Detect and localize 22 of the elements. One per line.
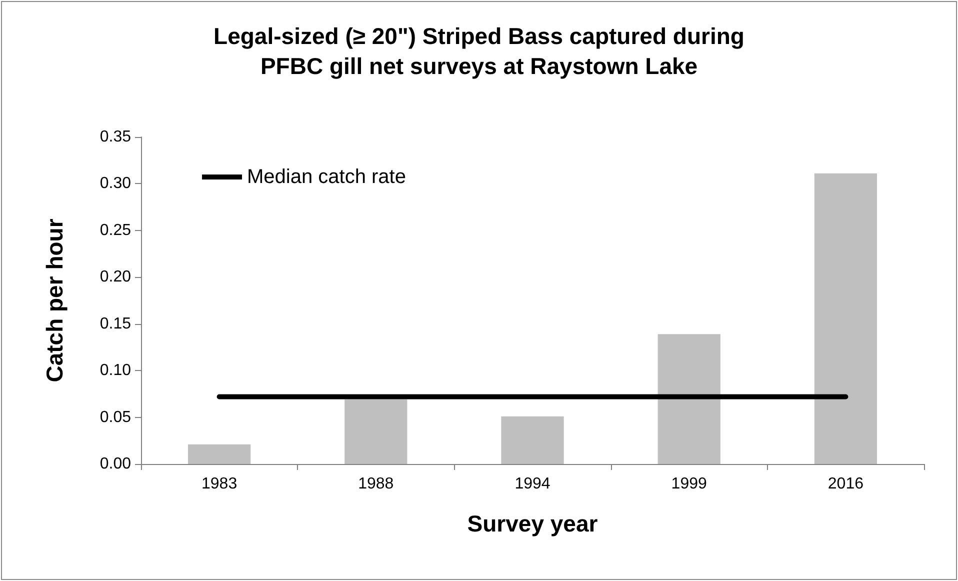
x-tick-label: 1983	[202, 476, 238, 492]
x-tick-label: 1999	[671, 476, 707, 492]
y-tick-label: 0.05	[100, 408, 132, 426]
x-axis-title: Survey year	[467, 510, 598, 536]
y-axis-title: Catch per hour	[42, 218, 68, 382]
bar	[344, 400, 408, 464]
bar	[188, 444, 251, 464]
bar	[658, 334, 720, 464]
bar	[814, 173, 878, 464]
y-tick-label: 0.10	[100, 362, 132, 380]
y-tick-label: 0.00	[100, 456, 132, 472]
y-tick-label: 0.15	[100, 315, 132, 332]
bar	[501, 416, 564, 464]
x-tick-label: 1988	[358, 476, 394, 492]
y-tick-label: 0.30	[100, 175, 132, 192]
y-tick-label: 0.20	[100, 268, 132, 286]
y-tick-label: 0.25	[100, 222, 132, 239]
x-tick-label: 2016	[828, 476, 864, 492]
x-tick-label: 1994	[514, 476, 550, 492]
legend-label: Median catch rate	[247, 166, 406, 188]
y-tick-label: 0.35	[100, 128, 132, 146]
chart-title: Legal-sized (≥ 20") Striped Bass captured during PFBC gill net surveys at Raystown Lake	[214, 23, 744, 79]
